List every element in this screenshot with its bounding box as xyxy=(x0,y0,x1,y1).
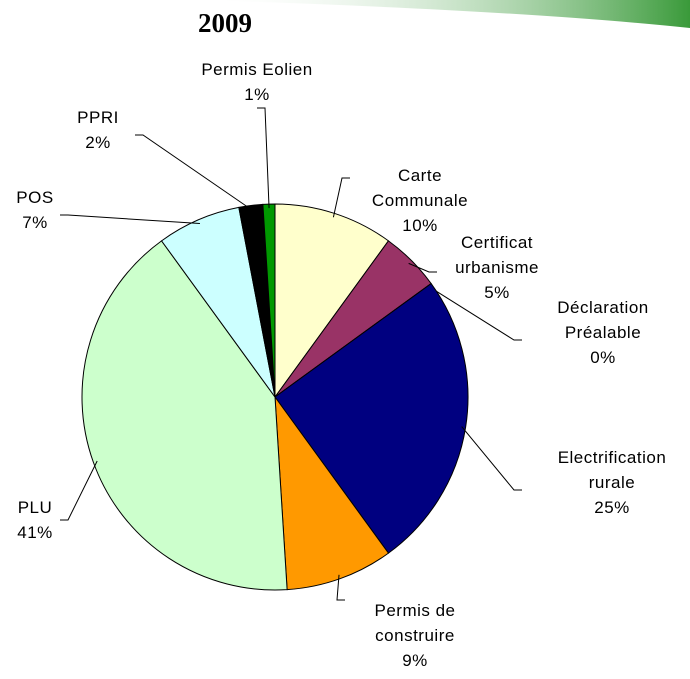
slice-label: Permis de construire 9% xyxy=(355,598,475,673)
category-label: Certificat urbanisme xyxy=(455,233,539,277)
category-label: Permis Eolien xyxy=(201,60,313,79)
pie-slice xyxy=(81,240,288,591)
category-label: PLU xyxy=(17,498,53,517)
chart-title: 2009 xyxy=(198,8,252,38)
leader-line xyxy=(461,426,522,491)
slice-label: Permis Eolien 1% xyxy=(157,57,357,107)
slice-label: Carte Communale 10% xyxy=(365,163,475,238)
leader-line xyxy=(336,574,345,601)
value-label: 25% xyxy=(594,498,630,517)
leader-line xyxy=(332,177,350,218)
pie-slice xyxy=(274,282,469,554)
slice-label: Déclaration Préalable 0% xyxy=(538,295,668,370)
pie-slice xyxy=(274,395,390,591)
leader-line xyxy=(257,107,270,209)
value-label: 0% xyxy=(590,348,616,367)
value-label: 2% xyxy=(85,133,111,152)
value-label: 5% xyxy=(484,283,510,302)
decor-swoosh xyxy=(200,0,690,28)
category-label: PPRI xyxy=(77,108,119,127)
category-label: POS xyxy=(16,188,54,207)
slice-label: PLU 41% xyxy=(5,495,65,545)
leader-line xyxy=(427,285,522,341)
value-label: 1% xyxy=(244,85,270,104)
category-label: Déclaration Préalable xyxy=(557,298,649,342)
value-label: 9% xyxy=(402,651,428,670)
slice-label: PPRI 2% xyxy=(68,105,128,155)
leader-line xyxy=(408,262,437,273)
leader-line xyxy=(60,214,200,225)
category-label: Permis de construire xyxy=(374,601,456,645)
category-label: Carte Communale xyxy=(371,166,469,210)
slice-label: POS 7% xyxy=(5,185,65,235)
category-label: Electrification rurale xyxy=(557,448,667,492)
slice-label: Electrification rurale 25% xyxy=(537,445,687,520)
leader-line xyxy=(60,460,98,521)
value-label: 10% xyxy=(402,216,438,235)
slice-label: Certificat urbanisme 5% xyxy=(437,230,557,305)
value-label: 41% xyxy=(17,523,53,542)
leader-line xyxy=(135,134,252,210)
value-label: 7% xyxy=(22,213,48,232)
